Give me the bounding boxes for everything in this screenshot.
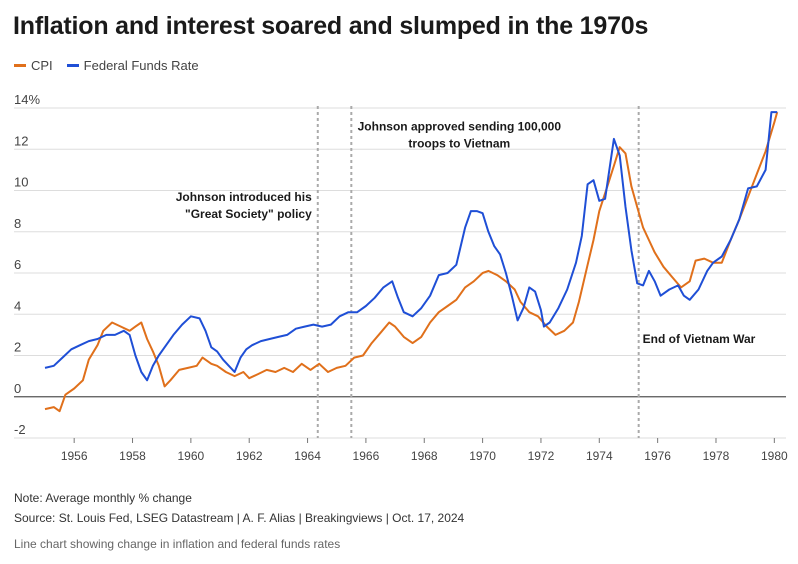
x-tick-label: 1972 — [528, 449, 555, 463]
y-tick-label: 8 — [14, 216, 21, 231]
chart-title: Inflation and interest soared and slumpe… — [13, 12, 649, 40]
legend: CPI Federal Funds Rate — [14, 58, 199, 73]
x-tick-label: 1962 — [236, 449, 263, 463]
annotation-label: "Great Society" policy — [185, 207, 312, 221]
x-tick-label: 1970 — [469, 449, 496, 463]
annotation-label: Johnson approved sending 100,000 — [358, 120, 562, 134]
x-tick-label: 1964 — [294, 449, 321, 463]
x-tick-label: 1968 — [411, 449, 438, 463]
x-tick-label: 1974 — [586, 449, 613, 463]
chart-note: Note: Average monthly % change — [14, 491, 192, 505]
legend-label-fed: Federal Funds Rate — [83, 58, 199, 73]
annotation-label: End of Vietnam War — [643, 332, 756, 346]
x-tick-label: 1976 — [644, 449, 671, 463]
y-tick-label: 4 — [14, 298, 21, 313]
y-tick-label: 12 — [14, 133, 28, 148]
line-chart: -2 0 2 4 6 8 10 12 14% 1956 1958 1960 1962 1964 1966 19… — [14, 92, 788, 463]
legend-label-cpi: CPI — [31, 58, 53, 73]
y-tick-label: 2 — [14, 340, 21, 355]
legend-item-cpi: CPI — [14, 58, 53, 73]
y-tick-label: 10 — [14, 175, 28, 190]
annotation-label: troops to Vietnam — [408, 137, 510, 151]
legend-item-fed: Federal Funds Rate — [66, 58, 199, 73]
x-tick-label: 1960 — [178, 449, 205, 463]
x-tick-label: 1980 — [761, 449, 788, 463]
legend-swatch-cpi — [14, 64, 26, 67]
annotation-label: Johnson introduced his — [176, 190, 312, 204]
x-tick-label: 1966 — [353, 449, 380, 463]
y-tick-label: 6 — [14, 257, 21, 272]
legend-swatch-fed — [66, 64, 79, 67]
y-tick-label: -2 — [14, 422, 26, 437]
x-tick-label: 1958 — [119, 449, 146, 463]
chart-description: Line chart showing change in inflation a… — [14, 537, 341, 551]
cpi-line — [44, 111, 779, 413]
x-tick-label: 1956 — [61, 449, 88, 463]
x-tick-label: 1978 — [703, 449, 730, 463]
fed-funds-line — [44, 111, 778, 382]
y-tick-label: 14% — [14, 92, 40, 107]
chart-source: Source: St. Louis Fed, LSEG Datastream |… — [14, 511, 465, 525]
y-tick-label: 0 — [14, 381, 21, 396]
